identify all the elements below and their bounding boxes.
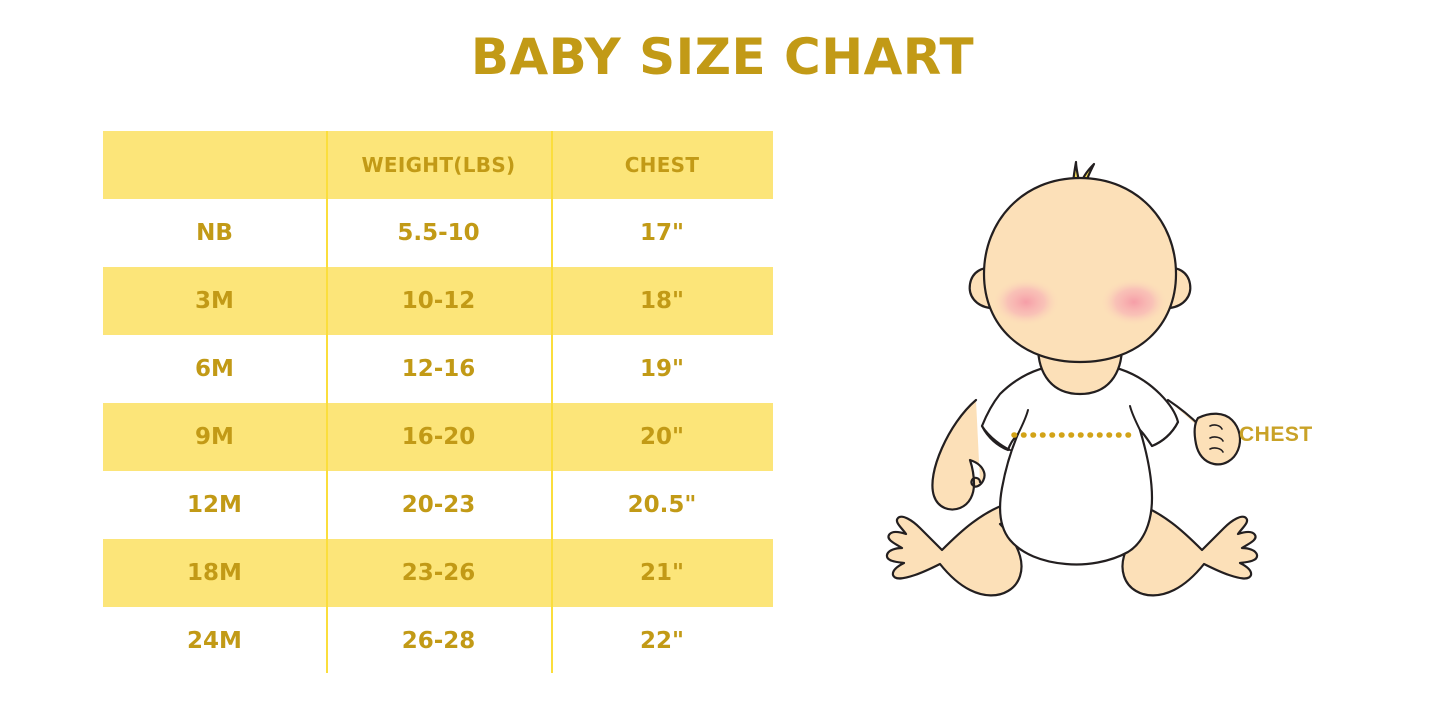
cell-size: 9M bbox=[195, 424, 234, 450]
table-row: NB 5.5-10 17" bbox=[103, 199, 773, 267]
table-row: 12M 20-23 20.5" bbox=[103, 471, 773, 539]
baby-size-table: WEIGHT(LBS) CHEST NB 5.5-10 17" 3M 10-12… bbox=[103, 131, 773, 675]
baby-left-leg bbox=[885, 500, 1040, 597]
table-row: 24M 26-28 22" bbox=[103, 607, 773, 675]
cell-chest: 18" bbox=[640, 288, 684, 314]
blush-cheek-right bbox=[1100, 278, 1168, 326]
table-header-row: WEIGHT(LBS) CHEST bbox=[103, 131, 773, 199]
cell-weight: 26-28 bbox=[401, 628, 476, 654]
cell-weight: 10-12 bbox=[401, 288, 476, 314]
cell-chest: 20.5" bbox=[627, 492, 697, 518]
cell-size: 6M bbox=[195, 356, 234, 382]
cell-size: 3M bbox=[195, 288, 234, 314]
table-row: 9M 16-20 20" bbox=[103, 403, 773, 471]
baby-head bbox=[968, 176, 1192, 364]
chest-callout-label: CHEST bbox=[1239, 423, 1313, 446]
header-cell-chest: CHEST bbox=[624, 153, 700, 177]
table-row: 6M 12-16 19" bbox=[103, 335, 773, 403]
table-row: 18M 23-26 21" bbox=[103, 539, 773, 607]
cell-weight: 16-20 bbox=[401, 424, 476, 450]
cell-chest: 19" bbox=[640, 356, 684, 382]
cell-chest: 22" bbox=[640, 628, 684, 654]
baby-illustration bbox=[880, 150, 1280, 600]
cell-size: 18M bbox=[187, 560, 242, 586]
column-divider-line bbox=[326, 131, 328, 673]
cell-chest: 20" bbox=[640, 424, 684, 450]
cell-size: NB bbox=[196, 220, 233, 246]
blush-cheek-left bbox=[992, 278, 1060, 326]
cell-weight: 20-23 bbox=[401, 492, 476, 518]
cell-size: 24M bbox=[187, 628, 242, 654]
cell-weight: 12-16 bbox=[401, 356, 476, 382]
column-divider-line bbox=[551, 131, 553, 673]
table-row: 3M 10-12 18" bbox=[103, 267, 773, 335]
baby-onesie bbox=[980, 362, 1180, 566]
page-title: BABY SIZE CHART bbox=[470, 28, 975, 86]
header-cell-size bbox=[103, 131, 326, 199]
cell-chest: 21" bbox=[640, 560, 684, 586]
cell-weight: 23-26 bbox=[401, 560, 476, 586]
header-cell-weight: WEIGHT(LBS) bbox=[361, 153, 516, 177]
cell-size: 12M bbox=[187, 492, 242, 518]
baby-left-arm bbox=[931, 398, 986, 511]
baby-right-arm bbox=[1166, 398, 1242, 466]
cell-chest: 17" bbox=[640, 220, 684, 246]
cell-weight: 5.5-10 bbox=[397, 220, 480, 246]
